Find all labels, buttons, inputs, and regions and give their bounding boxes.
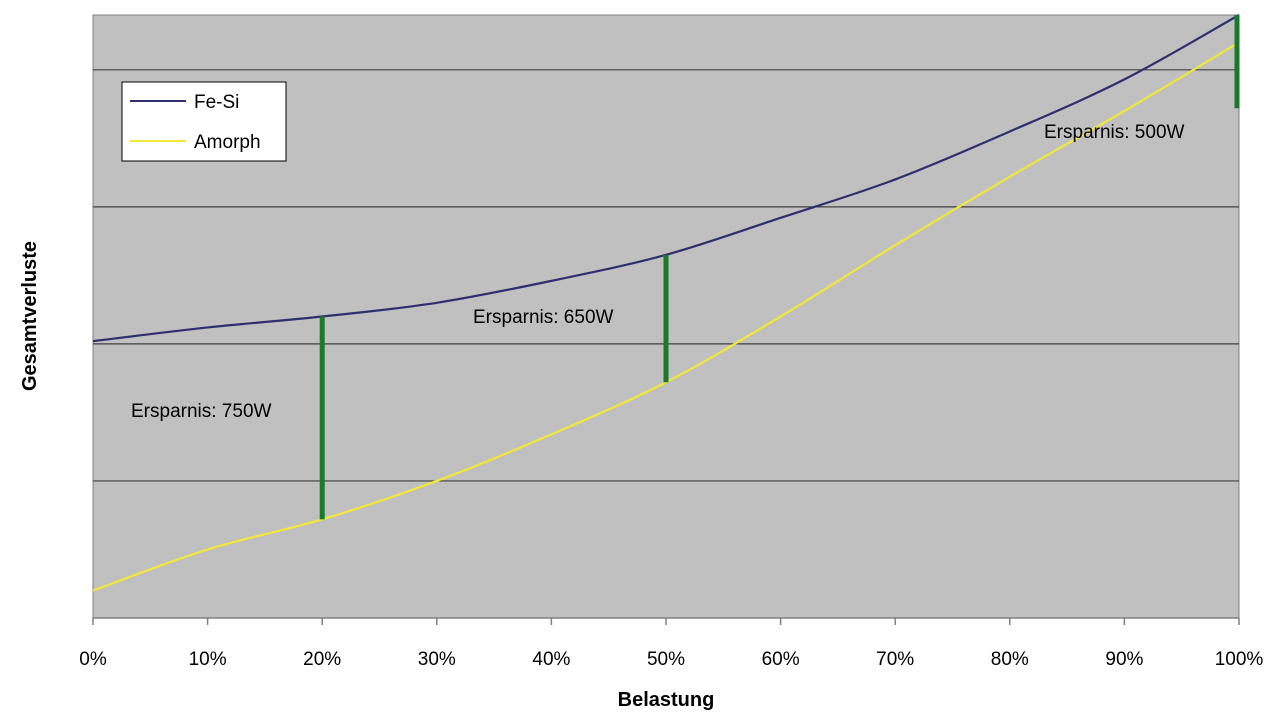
savings-label-2: Ersparnis: 500W xyxy=(1044,122,1185,143)
x-tick-label-5: 50% xyxy=(647,649,685,670)
x-axis-title: Belastung xyxy=(618,689,715,711)
x-tick-label-2: 20% xyxy=(303,649,341,670)
legend-box xyxy=(121,81,287,162)
x-tick-label-7: 70% xyxy=(876,649,914,670)
y-axis-title: Gesamtverluste xyxy=(19,241,41,391)
x-tick-label-8: 80% xyxy=(991,649,1029,670)
legend: Fe-Si Amorph xyxy=(121,81,287,162)
series-line-0 xyxy=(92,14,1240,343)
savings-label-0: Ersparnis: 750W xyxy=(131,401,272,422)
x-tick-label-3: 30% xyxy=(418,649,456,670)
x-tick-label-10: 100% xyxy=(1215,649,1264,670)
x-tick-label-9: 90% xyxy=(1105,649,1143,670)
x-tick-label-0: 0% xyxy=(79,649,107,670)
legend-label-fesi: Fe-Si xyxy=(194,92,239,113)
x-axis: 0% 10% 20% 30% 40% 50% 60% 70% 80% 90% 100% xyxy=(79,617,1264,670)
savings-label-1: Ersparnis: 650W xyxy=(473,307,614,328)
legend-label-amorph: Amorph xyxy=(194,132,261,153)
annotations: Ersparnis: 750W Ersparnis: 650W Ersparnis:… xyxy=(131,15,1240,520)
x-tick-label-6: 60% xyxy=(762,649,800,670)
x-tick-label-4: 40% xyxy=(532,649,570,670)
x-tick-label-1: 10% xyxy=(189,649,227,670)
